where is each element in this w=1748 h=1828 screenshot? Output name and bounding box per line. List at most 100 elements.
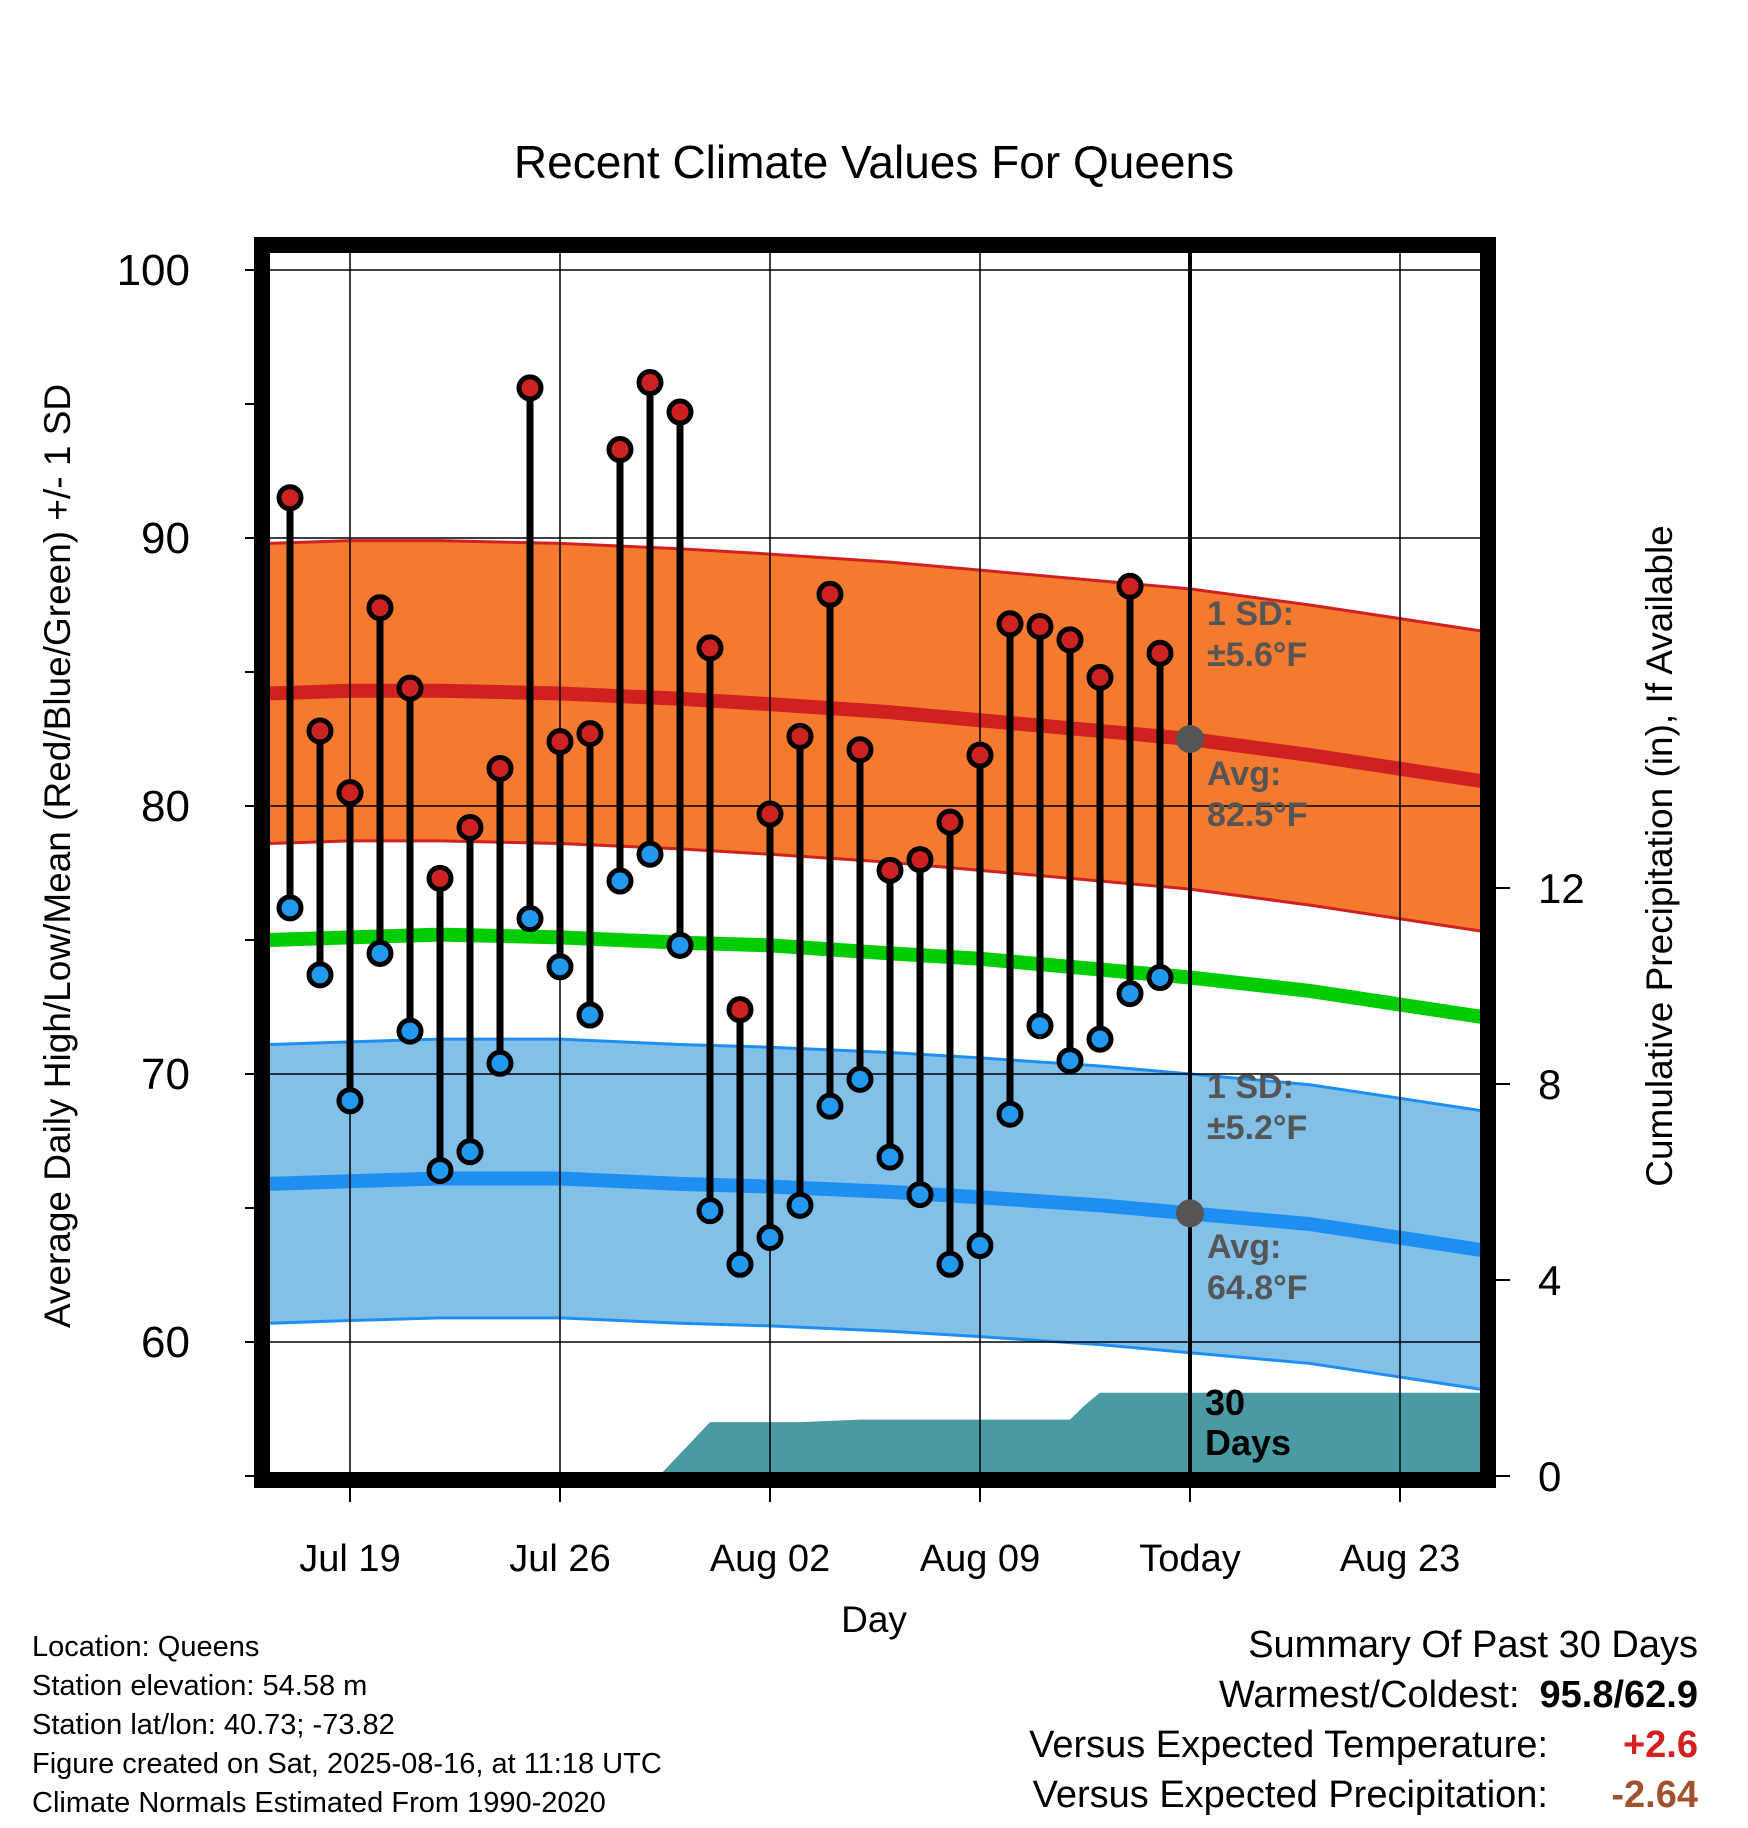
- low-avg-label: Avg:: [1207, 1228, 1281, 1266]
- summary-temp-row: Versus Expected Temperature: +2.6: [1029, 1720, 1698, 1770]
- mean-avg-line: [269, 927, 1488, 1025]
- warm-cold-label: Warmest/Coldest:: [1218, 1674, 1520, 1716]
- daily-high-point: [606, 436, 634, 464]
- low-sd-label: 1 SD:: [1207, 1068, 1294, 1106]
- daily-low-point: [396, 1017, 424, 1045]
- y2-tick-label: 12: [1538, 865, 1585, 912]
- daily-high-point: [726, 996, 754, 1024]
- plot-inner: [262, 245, 1488, 1480]
- y2-axis-label: Cumulative Precipitation (in), If Availa…: [1639, 525, 1680, 1187]
- daily-high-point: [756, 800, 784, 828]
- daily-low-point: [336, 1087, 364, 1115]
- summary-warm-cold-row: Warmest/Coldest: 95.8/62.9: [1029, 1670, 1698, 1720]
- daily-high-point: [936, 808, 964, 836]
- daily-high-point: [696, 634, 724, 662]
- daily-high-point: [666, 398, 694, 426]
- high-sd-value: ±5.6°F: [1207, 636, 1307, 674]
- high-sd-upper-line: [269, 539, 1488, 634]
- y-tick-label: 100: [117, 246, 190, 295]
- daily-low-point: [606, 867, 634, 895]
- daily-high-point: [996, 610, 1024, 638]
- daily-high-point: [816, 580, 844, 608]
- x-tick-label: Aug 23: [1340, 1538, 1460, 1580]
- summary-panel: Summary Of Past 30 Days Warmest/Coldest:…: [1029, 1620, 1698, 1820]
- elevation-text: Station elevation: 54.58 m: [32, 1670, 368, 1702]
- precip-area: [659, 1392, 1487, 1476]
- daily-high-point: [966, 741, 994, 769]
- daily-low-point: [726, 1250, 754, 1278]
- daily-low-point: [366, 939, 394, 967]
- high-sd-label: 1 SD:: [1207, 595, 1294, 633]
- today-low-avg-marker: [1176, 1199, 1204, 1228]
- daily-low-point: [516, 905, 544, 933]
- daily-low-point: [816, 1092, 844, 1120]
- daily-low-point: [1146, 964, 1174, 992]
- daily-high-point: [456, 813, 484, 841]
- today-high-avg-marker: [1176, 725, 1204, 753]
- high-avg-value: 82.5°F: [1207, 796, 1308, 834]
- daily-low-point: [846, 1065, 874, 1093]
- daily-high-point: [426, 864, 454, 892]
- daily-low-point: [936, 1250, 964, 1278]
- daily-low-point: [666, 931, 694, 959]
- x-tick-label: Today: [1139, 1538, 1240, 1580]
- daily-low-point: [546, 953, 574, 981]
- created-text: Figure created on Sat, 2025-08-16, at 11…: [32, 1748, 662, 1780]
- low-sd-lower-line: [269, 1316, 1488, 1392]
- days-word-label: Days: [1205, 1422, 1291, 1463]
- low-sd-band: [269, 1039, 1487, 1391]
- daily-high-point: [276, 484, 304, 512]
- daily-low-point: [426, 1156, 454, 1184]
- daily-low-point: [996, 1100, 1024, 1128]
- plot-frame: [254, 237, 1496, 1488]
- daily-high-point: [1086, 663, 1114, 691]
- daily-low-point: [636, 840, 664, 868]
- low-avg-value: 64.8°F: [1207, 1269, 1308, 1307]
- station-info: Location: Queens Station elevation: 54.5…: [32, 1628, 662, 1823]
- daily-low-point: [456, 1138, 484, 1166]
- y2-tick-label: 8: [1538, 1061, 1561, 1108]
- y-tick-label: 90: [141, 514, 190, 563]
- precip-value: -2.64: [1611, 1774, 1698, 1816]
- summary-title: Summary Of Past 30 Days: [1248, 1624, 1698, 1666]
- normals-text: Climate Normals Estimated From 1990-2020: [32, 1787, 606, 1819]
- daily-low-point: [966, 1232, 994, 1260]
- daily-high-point: [846, 736, 874, 764]
- temp-label: Versus Expected Temperature:: [1029, 1724, 1548, 1766]
- x-tick-label: Jul 19: [299, 1538, 400, 1580]
- daily-high-point: [396, 674, 424, 702]
- latlon-text: Station lat/lon: 40.73; -73.82: [32, 1709, 395, 1741]
- x-tick-label: Jul 26: [509, 1538, 610, 1580]
- x-axis-label: Day: [841, 1599, 907, 1640]
- daily-high-point: [1056, 626, 1084, 654]
- summary-precip-row: Versus Expected Precipitation: -2.64: [1029, 1770, 1698, 1820]
- daily-high-point: [486, 754, 514, 782]
- daily-low-point: [486, 1049, 514, 1077]
- low-sd-value: ±5.2°F: [1207, 1109, 1307, 1147]
- daily-low-point: [1116, 980, 1144, 1008]
- days-count-label: 30: [1205, 1382, 1245, 1423]
- daily-low-point: [576, 1001, 604, 1029]
- y-tick-label: 60: [141, 1318, 190, 1367]
- daily-low-point: [756, 1223, 784, 1251]
- daily-high-point: [546, 728, 574, 756]
- daily-high-point: [636, 369, 664, 397]
- temp-value: +2.6: [1622, 1724, 1698, 1766]
- chart-title: Recent Climate Values For Queens: [514, 136, 1234, 188]
- daily-high-point: [1026, 612, 1054, 640]
- daily-high-point: [516, 374, 544, 402]
- daily-high-point: [1116, 572, 1144, 600]
- y2-tick-label: 4: [1538, 1257, 1561, 1304]
- daily-high-point: [336, 779, 364, 807]
- daily-low-point: [786, 1191, 814, 1219]
- location-text: Location: Queens: [32, 1631, 260, 1663]
- daily-low-point: [696, 1197, 724, 1225]
- y-axis-label: Average Daily High/Low/Mean (Red/Blue/Gr…: [37, 384, 78, 1328]
- daily-low-point: [1086, 1025, 1114, 1053]
- daily-high-point: [876, 856, 904, 884]
- daily-low-point: [276, 894, 304, 922]
- low-avg-line: [269, 1171, 1488, 1258]
- precip-label: Versus Expected Precipitation:: [1032, 1774, 1548, 1816]
